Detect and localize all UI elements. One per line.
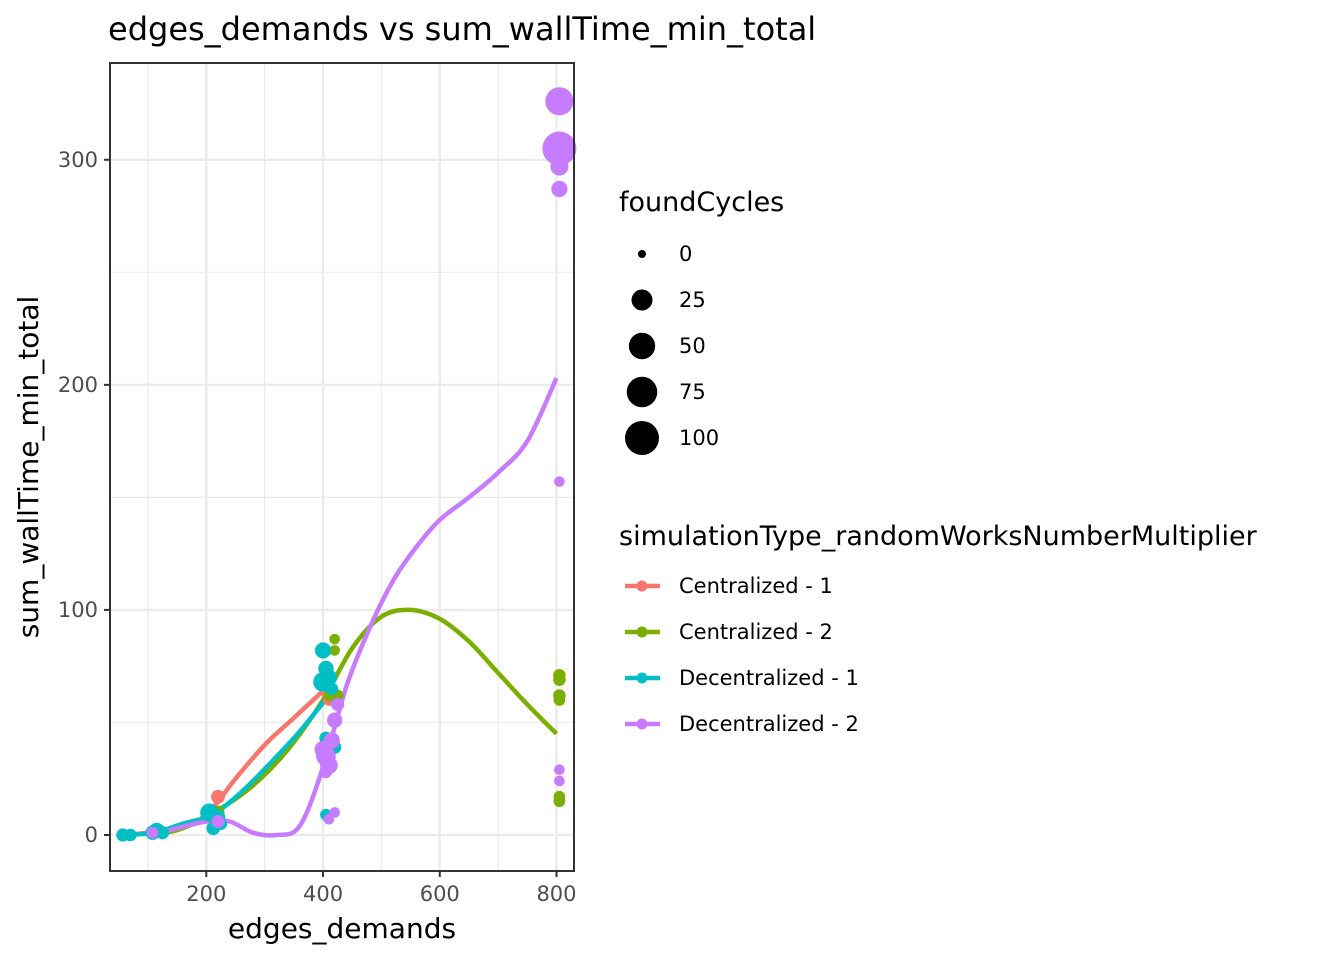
size-legend-key <box>626 376 658 408</box>
x-tick-label: 600 <box>420 882 460 906</box>
color-legend-dot <box>636 718 648 730</box>
data-point <box>155 826 170 840</box>
data-point <box>551 180 568 198</box>
size-legend-key <box>625 421 659 455</box>
data-point <box>211 789 225 804</box>
data-point <box>331 697 345 712</box>
chart-title: edges_demands vs sum_wallTime_min_total <box>108 10 816 48</box>
data-point <box>327 712 343 728</box>
color-legend-dot <box>636 626 648 638</box>
color-legend-dot <box>636 672 648 684</box>
data-point <box>553 694 566 706</box>
color-legend-label: Centralized - 2 <box>679 620 833 644</box>
data-point <box>314 642 332 659</box>
size-legend-label: 25 <box>679 288 706 312</box>
data-point <box>329 645 341 656</box>
size-legend-label: 75 <box>679 380 706 404</box>
data-point <box>554 764 565 776</box>
size-legend-key <box>638 250 646 258</box>
data-point <box>323 732 340 749</box>
size-legend-title: foundCycles <box>619 187 784 218</box>
data-point <box>146 826 159 839</box>
data-point <box>550 157 569 176</box>
x-tick-label: 400 <box>303 882 343 906</box>
y-axis-title: sum_wallTime_min_total <box>12 296 45 639</box>
smooth-line <box>152 377 559 838</box>
data-point <box>319 765 333 779</box>
x-tick-label: 200 <box>186 882 226 906</box>
color-legend-label: Decentralized - 2 <box>679 712 859 736</box>
color-legend-label: Decentralized - 1 <box>679 666 859 690</box>
data-point <box>554 476 565 487</box>
data-point <box>211 814 225 829</box>
color-legend: simulationType_randomWorksNumberMultipli… <box>619 521 1258 736</box>
size-legend-label: 0 <box>679 242 692 266</box>
smooth-lines <box>122 377 559 838</box>
y-tick-label: 0 <box>85 823 98 847</box>
plot-panel-border <box>109 62 575 872</box>
y-tick-label: 300 <box>58 148 98 172</box>
data-point <box>553 673 566 686</box>
size-legend-label: 50 <box>679 334 706 358</box>
data-point <box>124 828 137 842</box>
data-point <box>325 682 339 695</box>
color-legend-title: simulationType_randomWorksNumberMultipli… <box>619 521 1258 552</box>
y-axis-ticks: 0 100 200 300 <box>58 148 110 847</box>
data-point <box>553 795 566 808</box>
size-legend-key <box>631 289 653 311</box>
color-legend-keys: Centralized - 1 Centralized - 2 Decentrali… <box>625 574 859 736</box>
data-point <box>554 775 565 787</box>
size-legend-label: 100 <box>679 426 719 450</box>
data-point <box>329 633 341 645</box>
size-legend-keys: 0 25 50 75 100 <box>625 242 719 455</box>
y-tick-label: 100 <box>58 598 98 622</box>
data-points <box>116 87 577 842</box>
data-point <box>323 813 335 825</box>
color-legend-label: Centralized - 1 <box>679 574 833 598</box>
color-legend-dot <box>636 580 648 592</box>
x-tick-label: 800 <box>536 882 576 906</box>
x-axis-title: edges_demands <box>228 912 456 945</box>
data-point <box>542 131 577 166</box>
size-legend: foundCycles 0 25 50 75 100 <box>619 187 784 455</box>
y-tick-label: 200 <box>58 373 98 397</box>
data-point <box>545 87 574 116</box>
size-legend-key <box>628 332 656 360</box>
x-axis-ticks: 200 400 600 800 <box>186 871 577 906</box>
